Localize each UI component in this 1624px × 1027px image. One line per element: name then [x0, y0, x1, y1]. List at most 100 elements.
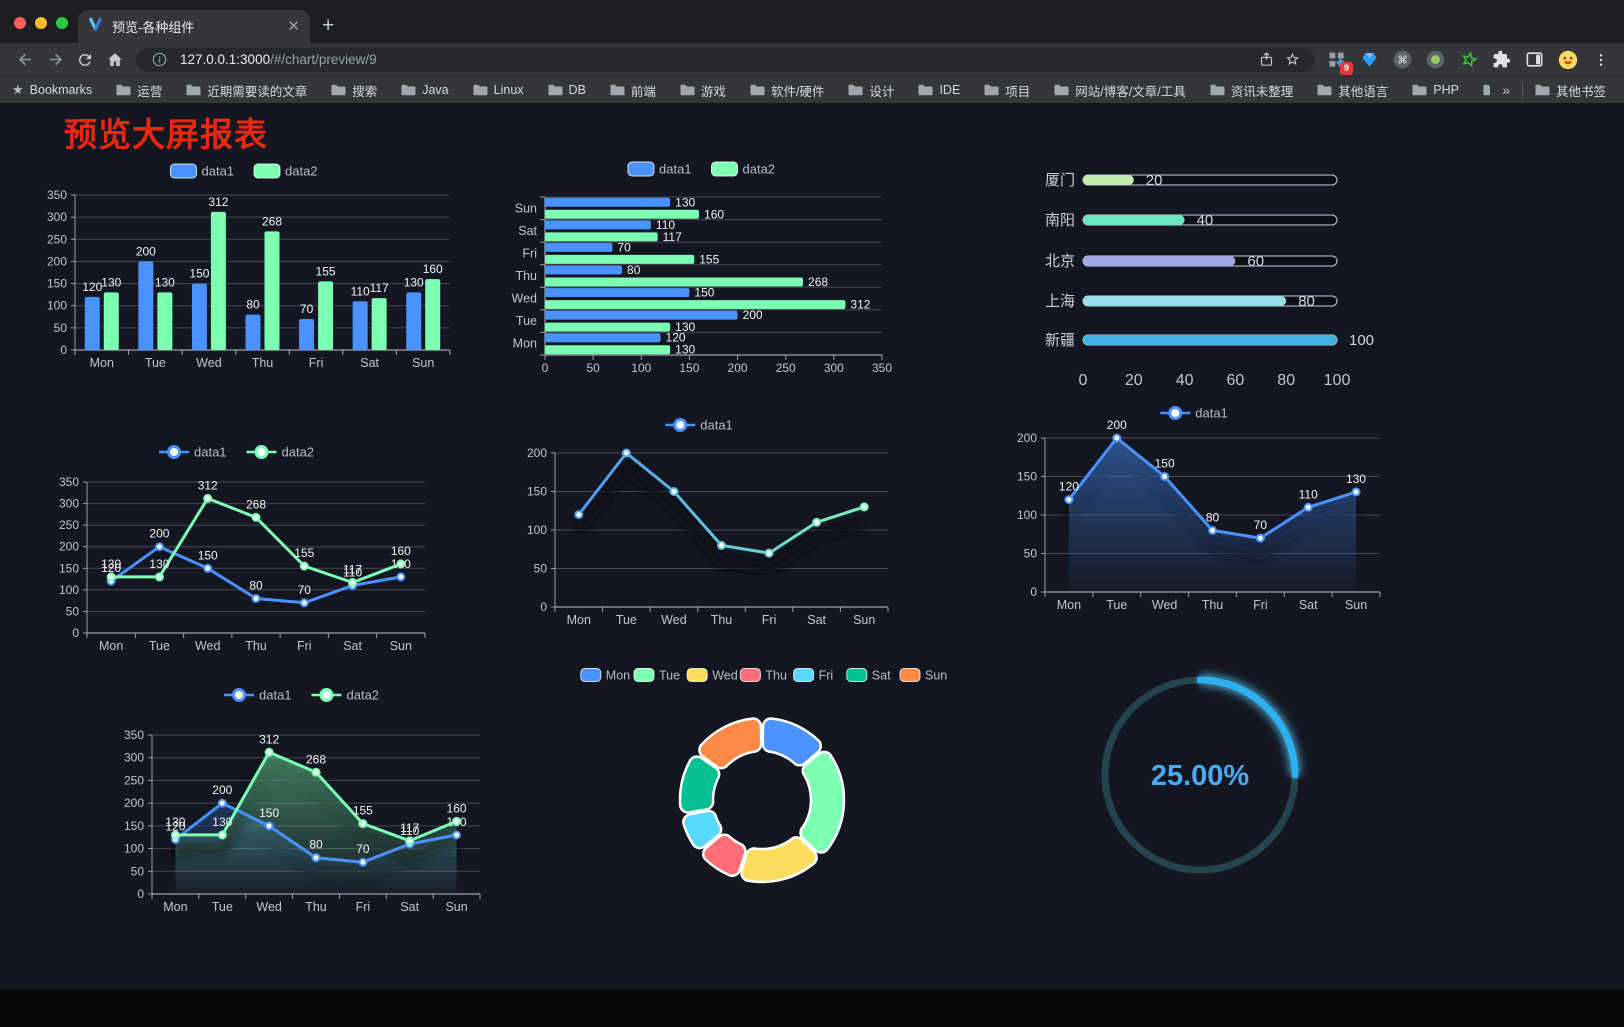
svg-text:Sun: Sun [1345, 598, 1367, 612]
chart-line-multi[interactable]: data1 data2 0 50 100 150 200 250 300 350 Mon Tue Wed… [45, 440, 430, 660]
browser-tab[interactable]: 预览-各种组件 ✕ [78, 10, 310, 43]
tab-manager-extension-icon[interactable]: 9 [1323, 46, 1353, 75]
bookmark-item[interactable]: 文件服务器 [1483, 81, 1491, 100]
svg-text:110: 110 [351, 284, 370, 298]
minimize-button[interactable] [35, 17, 47, 29]
bookmark-item[interactable]: 其他语言 [1317, 81, 1388, 100]
pie-slice-Sat[interactable] [678, 755, 721, 814]
bookmark-item[interactable]: Linux [473, 83, 524, 97]
menu-dots-icon[interactable] [1587, 46, 1614, 73]
bookmark-item[interactable]: 资讯未整理 [1210, 81, 1293, 100]
pie-slice-Wed[interactable] [740, 836, 818, 884]
bookmarks-manager[interactable]: ★ Bookmarks [12, 82, 93, 97]
zoom-button[interactable] [56, 17, 68, 29]
legend[interactable]: data1 data2 [170, 163, 318, 179]
chart-area-single[interactable]: data1 0 50 100 150 200 Mon Tue Wed Thu Fri Sat Sun 12… [1000, 400, 1390, 622]
chart-progress-bar[interactable]: 厦门 20 南阳 40 北京 60 上海 80 新疆 100 0 20 40 60 80 100 [995, 150, 1390, 395]
address-bar[interactable]: 127.0.0.1:3000/#/chart/preview/9 [136, 47, 1315, 72]
new-tab-button[interactable]: + [322, 14, 335, 37]
svg-text:350: 350 [47, 188, 67, 202]
bookmark-item[interactable]: 软件/硬件 [750, 81, 824, 100]
close-button[interactable] [14, 17, 26, 29]
command-extension-icon[interactable]: ⌘ [1389, 46, 1416, 73]
back-icon[interactable] [10, 46, 40, 74]
pie-slice-Fri[interactable] [682, 809, 723, 850]
legend[interactable]: data1 [1160, 406, 1228, 421]
chart-area-multi[interactable]: data1 data2 0 50 100 150 200 250 300 350 Mon Tue Wed… [110, 683, 495, 923]
axes: 0 50 100 150 200 250 300 350 Mon Tue Wed Thu Fri Sat S… [59, 475, 426, 653]
reload-icon[interactable] [70, 46, 100, 74]
folder-icon [1210, 84, 1225, 96]
svg-text:130: 130 [675, 343, 695, 357]
legend[interactable]: data1 [665, 418, 733, 433]
svg-text:117: 117 [663, 230, 682, 244]
svg-text:100: 100 [631, 361, 651, 375]
bookmark-item[interactable]: 网站/博客/文章/工具 [1054, 81, 1186, 100]
svg-text:150: 150 [47, 277, 67, 291]
bookmark-item[interactable]: DB [548, 83, 586, 97]
svg-text:150: 150 [259, 806, 279, 820]
side-panel-icon[interactable] [1521, 46, 1548, 73]
svg-text:data2: data2 [743, 162, 776, 177]
other-bookmarks[interactable]: 其他书签 [1535, 81, 1606, 100]
pie-slice-Mon[interactable] [761, 717, 822, 767]
svg-text:100: 100 [47, 299, 67, 313]
star-extension-icon[interactable] [1455, 46, 1482, 73]
extensions-puzzle-icon[interactable] [1488, 46, 1515, 73]
bookmark-item[interactable]: 前端 [610, 81, 656, 100]
bookmark-item[interactable]: PHP [1412, 83, 1459, 97]
bookmark-item[interactable]: 设计 [848, 81, 894, 100]
svg-text:20: 20 [1125, 372, 1143, 389]
svg-text:data1: data1 [700, 418, 733, 433]
page-info-icon[interactable] [146, 52, 172, 67]
svg-text:Mon: Mon [1057, 598, 1081, 612]
profile-avatar[interactable] [1554, 46, 1581, 73]
gem-extension-icon[interactable] [1356, 46, 1383, 73]
bookmark-item[interactable]: 项目 [984, 81, 1030, 100]
svg-text:Sun: Sun [390, 639, 412, 653]
svg-text:0: 0 [542, 361, 549, 375]
bookmark-item[interactable]: 搜索 [331, 81, 377, 100]
svg-text:Sun: Sun [412, 356, 434, 370]
svg-text:150: 150 [59, 561, 79, 575]
chart-horizontal-bar[interactable]: data1 data2 Mon Tue Wed Thu Fri Sat Sun 0 50 100 150… [505, 152, 900, 384]
bookmarks-overflow-chevron[interactable]: » [1502, 82, 1510, 98]
pie-slice-Thu[interactable] [702, 833, 747, 878]
chart-donut[interactable]: Mon Tue Wed Thu Fri Sat Sun [565, 660, 960, 898]
pie-slice-Sun[interactable] [698, 717, 763, 770]
pie-slice-Tue[interactable] [799, 750, 846, 854]
forward-icon[interactable] [40, 46, 70, 74]
folder-icon [1317, 84, 1332, 96]
svg-text:200: 200 [728, 361, 748, 375]
tab-close-icon[interactable]: ✕ [287, 18, 300, 35]
bookmark-star-icon[interactable] [1279, 51, 1305, 68]
legend[interactable]: data1 data2 [224, 688, 379, 703]
svg-text:268: 268 [808, 275, 828, 289]
share-icon[interactable] [1253, 51, 1279, 68]
bookmark-item[interactable]: IDE [918, 83, 960, 97]
bookmark-label: PHP [1433, 83, 1459, 97]
svg-text:Sat: Sat [872, 668, 891, 682]
recorder-extension-icon[interactable] [1422, 46, 1449, 73]
svg-text:厦门: 厦门 [1045, 172, 1075, 189]
svg-text:80: 80 [627, 263, 641, 277]
chart-gauge[interactable]: 25.00% [1095, 668, 1310, 883]
svg-text:Tue: Tue [616, 613, 637, 627]
legend[interactable]: Mon Tue Wed Thu Fri Sat Sun [580, 668, 947, 682]
svg-text:Thu: Thu [515, 269, 537, 283]
legend[interactable]: data1 data2 [159, 445, 314, 460]
svg-text:上海: 上海 [1045, 293, 1075, 310]
legend[interactable]: data1 data2 [627, 161, 776, 177]
home-icon[interactable] [100, 46, 130, 74]
svg-text:Wed: Wed [512, 292, 538, 306]
svg-text:160: 160 [423, 262, 443, 276]
chart-line-gradient[interactable]: data1 0 50 100 150 200 Mon Tue Wed Thu Fri Sat Sun [505, 403, 895, 635]
bookmark-item[interactable]: 近期需要读的文章 [186, 81, 307, 100]
bookmark-item[interactable]: Java [401, 83, 449, 97]
bookmark-item[interactable]: 运营 [116, 81, 162, 100]
svg-text:70: 70 [298, 583, 312, 597]
chart-grouped-bar[interactable]: data1 data2 0 50 100 150 200 250 300 350 Mon Tue Wed… [30, 150, 460, 378]
svg-text:350: 350 [124, 728, 144, 742]
bookmark-item[interactable]: 游戏 [680, 81, 726, 100]
folder-icon [401, 84, 416, 96]
